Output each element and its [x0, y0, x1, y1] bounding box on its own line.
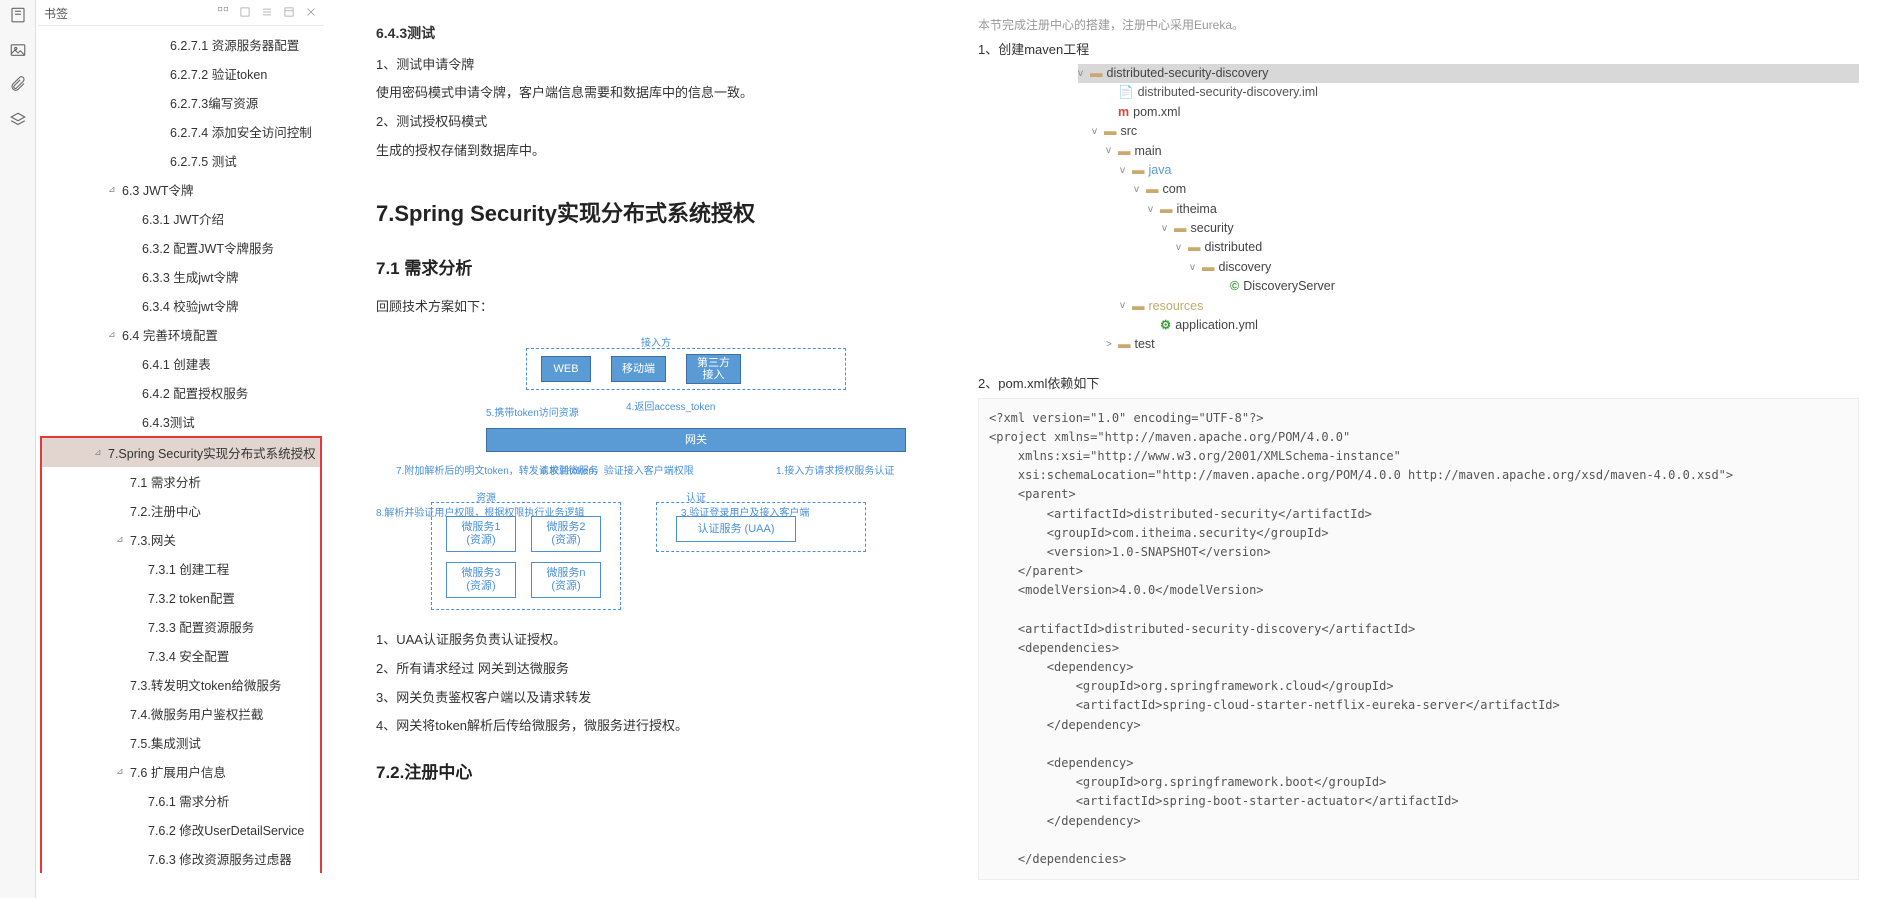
file-tree-row[interactable]: v▬itheima	[1078, 200, 1859, 219]
sidebar-header: 书签	[38, 2, 324, 26]
doc-text: 1、测试申请令牌	[376, 53, 936, 78]
file-tree-row[interactable]: v▬src	[1078, 122, 1859, 141]
diagram-box-msn: 微服务n (资源)	[531, 562, 601, 598]
heading-7: 7.Spring Security实现分布式系统授权	[376, 193, 936, 235]
layers-icon[interactable]	[9, 111, 27, 132]
file-tree-row[interactable]: v▬distributed	[1078, 238, 1859, 257]
file-tree-row[interactable]: v▬resources	[1078, 297, 1859, 316]
bookmark-item[interactable]: 7.5.集成测试	[42, 728, 320, 757]
file-tree-row[interactable]: v▬java	[1078, 161, 1859, 180]
attach-icon[interactable]	[9, 76, 27, 97]
file-tree-row[interactable]: v▬distributed-security-discovery	[1078, 64, 1859, 83]
project-tree: v▬distributed-security-discovery📄distrib…	[1078, 64, 1859, 355]
bookmark-item[interactable]: 6.2.7.2 验证token	[38, 59, 324, 88]
bookmark-item[interactable]: 7.4.微服务用户鉴权拦截	[42, 699, 320, 728]
doc-text: 2、测试授权码模式	[376, 110, 936, 135]
diagram-box-uaa: 认证服务 (UAA)	[676, 516, 796, 542]
file-tree-row[interactable]: v▬discovery	[1078, 258, 1859, 277]
bookmark-item[interactable]: 7.3.1 创建工程	[42, 554, 320, 583]
bookmark-item[interactable]: ⊿7.Spring Security实现分布式系统授权	[42, 438, 320, 467]
right-step2: 2、pom.xml依赖如下	[978, 373, 1859, 392]
file-tree-row[interactable]: v▬com	[1078, 180, 1859, 199]
doc-text: 回顾技术方案如下：	[376, 295, 936, 320]
bookmark-item[interactable]: 6.3.2 配置JWT令牌服务	[38, 233, 324, 262]
diagram-box-ms1: 微服务1 (资源)	[446, 516, 516, 552]
list-icon[interactable]	[252, 5, 274, 22]
file-tree-row[interactable]: mpom.xml	[1078, 103, 1859, 122]
file-tree-row[interactable]: ©DiscoveryServer	[1078, 277, 1859, 296]
file-tree-row[interactable]: 📄distributed-security-discovery.iml	[1078, 83, 1859, 102]
architecture-diagram: 接入方 WEB 移动端 第三方 接入 5.携带token访问资源 4.返回acc…	[376, 334, 936, 614]
bookmark-item[interactable]: 6.3.4 校验jwt令牌	[38, 291, 324, 320]
bookmark-item[interactable]: 6.4.3测试	[38, 407, 324, 436]
bookmark-item[interactable]: ⊿7.6 扩展用户信息	[42, 757, 320, 786]
file-tree-row[interactable]: ⚙application.yml	[1078, 316, 1859, 335]
diagram-box-third: 第三方 接入	[686, 354, 741, 384]
bookmark-item[interactable]: ⊿7.3.网关	[42, 525, 320, 554]
image-icon[interactable]	[9, 41, 27, 62]
bookmark-item[interactable]: 7.6.1 需求分析	[42, 786, 320, 815]
diagram-box-ms2: 微服务2 (资源)	[531, 516, 601, 552]
bookmark-item[interactable]: 7.6.3 修改资源服务过虑器	[42, 844, 320, 873]
bookmark-item[interactable]: 6.4.1 创建表	[38, 349, 324, 378]
bookmark-tree[interactable]: 6.2.7.1 资源服务器配置6.2.7.2 验证token6.2.7.3编写资…	[38, 26, 324, 896]
diagram-box-gateway: 网关	[486, 428, 906, 452]
right-top: 本节完成注册中心的搭建，注册中心采用Eureka。	[978, 16, 1859, 33]
doc-text: 4、网关将token解析后传给微服务，微服务进行授权。	[376, 714, 936, 739]
bookmark-item[interactable]: ⊿6.3 JWT令牌	[38, 175, 324, 204]
bookmark-item[interactable]: 7.3.3 配置资源服务	[42, 612, 320, 641]
bookmarks-sidebar: 书签 6.2.7.1 资源服务器配置6.2.7.2 验证token6.2.7.3…	[36, 0, 326, 898]
doc-text: 使用密码模式申请令牌，客户端信息需要和数据库中的信息一致。	[376, 81, 936, 106]
diagram-label: 4.返回access_token	[626, 398, 716, 417]
file-tree-row[interactable]: v▬main	[1078, 142, 1859, 161]
right-step1: 1、创建maven工程	[978, 39, 1859, 58]
bookmark-item[interactable]: ⊿6.4 完善环境配置	[38, 320, 324, 349]
doc-text: 生成的授权存储到数据库中。	[376, 139, 936, 164]
document-pane[interactable]: 6.4.3测试 1、测试申请令牌 使用密码模式申请令牌，客户端信息需要和数据库中…	[326, 0, 966, 898]
bookmark-item[interactable]: 6.3.3 生成jwt令牌	[38, 262, 324, 291]
bookmark-icon[interactable]	[9, 6, 27, 27]
bookmark-item[interactable]: 7.3.转发明文token给微服务	[42, 670, 320, 699]
sidebar-title: 书签	[44, 5, 68, 22]
heading-72: 7.2.注册中心	[376, 757, 936, 789]
bookmark-item[interactable]: 7.6.2 修改UserDetailService	[42, 815, 320, 844]
bookmark-item[interactable]: 7.1 需求分析	[42, 467, 320, 496]
diagram-box-web: WEB	[541, 356, 591, 382]
diagram-box-mobile: 移动端	[611, 356, 666, 382]
bookmark-item[interactable]: 7.3.4 安全配置	[42, 641, 320, 670]
heading-71: 7.1 需求分析	[376, 253, 936, 285]
doc-text: 1、UAA认证服务负责认证授权。	[376, 628, 936, 653]
content-area: 6.4.3测试 1、测试申请令牌 使用密码模式申请令牌，客户端信息需要和数据库中…	[326, 0, 1879, 898]
bookmark-item[interactable]: 6.3.1 JWT介绍	[38, 204, 324, 233]
diagram-box-ms3: 微服务3 (资源)	[446, 562, 516, 598]
expand-icon[interactable]	[208, 5, 230, 22]
code-block[interactable]: <?xml version="1.0" encoding="UTF-8"?> <…	[978, 398, 1859, 881]
heading-643: 6.4.3测试	[376, 20, 936, 47]
diagram-label: 1.接入方请求授权服务认证	[776, 462, 894, 481]
highlighted-section: ⊿7.Spring Security实现分布式系统授权7.1 需求分析7.2.注…	[40, 436, 322, 873]
doc-text: 2、所有请求经过 网关到达微服务	[376, 657, 936, 682]
bookmark-item[interactable]: 6.2.7.5 测试	[38, 146, 324, 175]
bookmark-item[interactable]: 6.2.7.3编写资源	[38, 88, 324, 117]
bookmark-item[interactable]: 7.2.注册中心	[42, 496, 320, 525]
bookmark-item[interactable]: 6.2.7.1 资源服务器配置	[38, 30, 324, 59]
right-pane[interactable]: 本节完成注册中心的搭建，注册中心采用Eureka。 1、创建maven工程 v▬…	[966, 0, 1879, 898]
icon-rail	[0, 0, 36, 898]
file-tree-row[interactable]: v▬security	[1078, 219, 1859, 238]
options-icon[interactable]	[274, 5, 296, 22]
bookmark-item[interactable]: 6.2.7.4 添加安全访问控制	[38, 117, 324, 146]
bookmark-item[interactable]: 6.4.2 配置授权服务	[38, 378, 324, 407]
file-tree-row[interactable]: >▬test	[1078, 335, 1859, 354]
collapse-icon[interactable]	[230, 5, 252, 22]
bookmark-item[interactable]: 7.3.2 token配置	[42, 583, 320, 612]
diagram-label: 6.校验token，验证接入客户端权限	[541, 462, 694, 481]
close-icon[interactable]	[296, 5, 318, 22]
diagram-label: 5.携带token访问资源	[486, 404, 579, 423]
doc-text: 3、网关负责鉴权客户端以及请求转发	[376, 686, 936, 711]
